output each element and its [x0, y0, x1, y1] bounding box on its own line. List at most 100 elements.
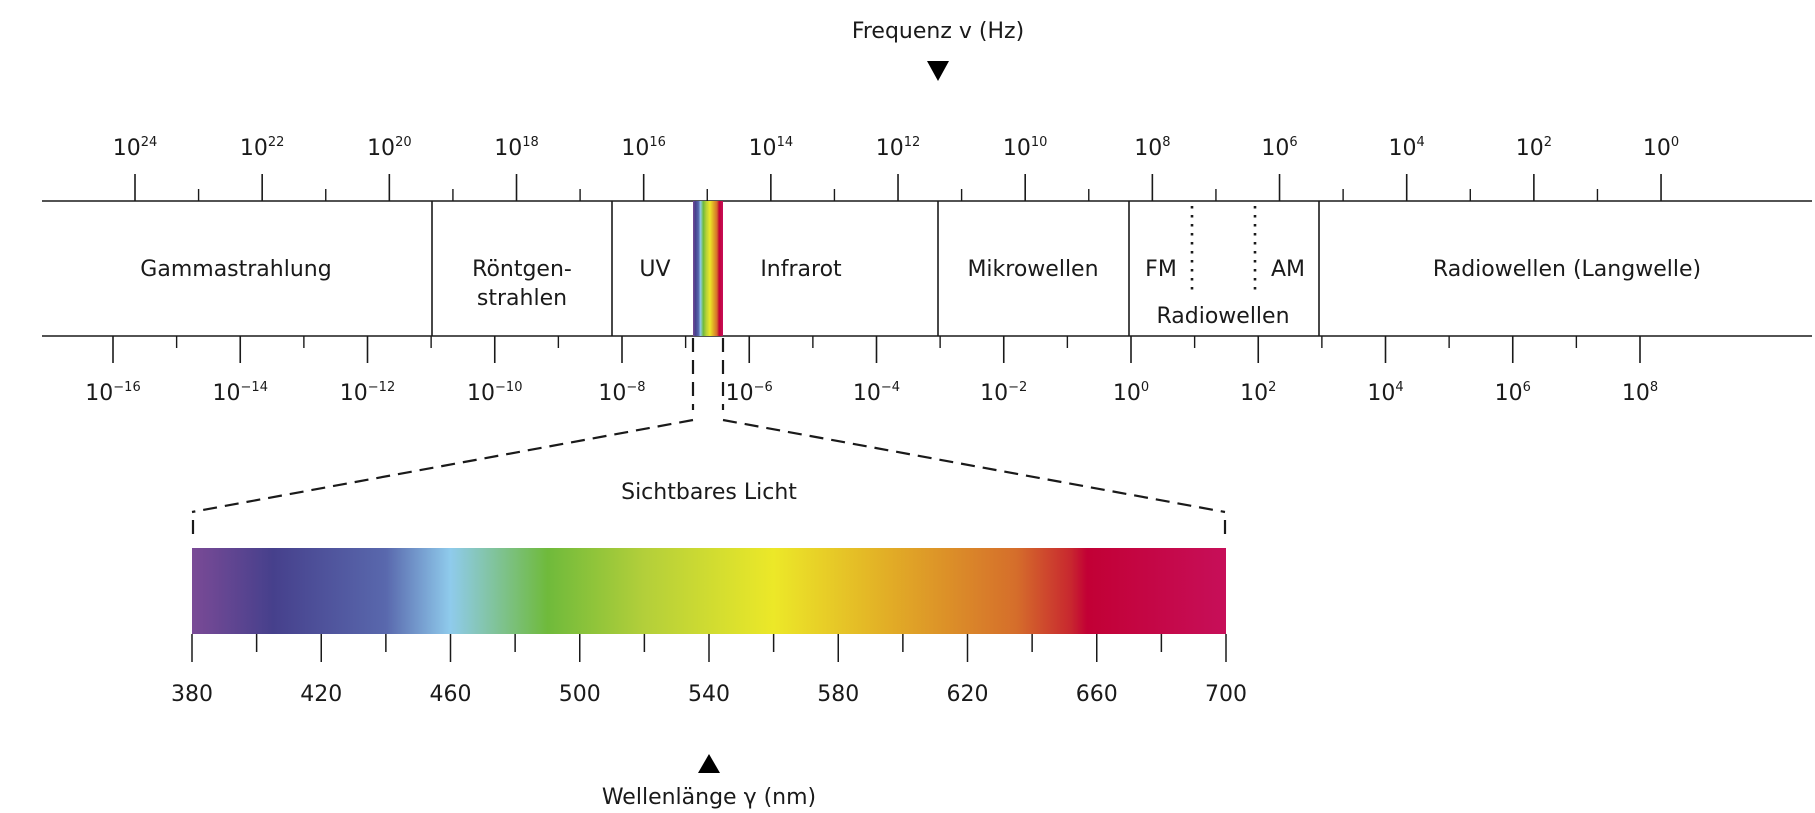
frequency-tick-label: 1016 — [621, 135, 666, 161]
wavelength-tick-label-base: 10 — [213, 381, 241, 406]
frequency-tick-label-exponent: 6 — [1289, 135, 1297, 150]
band-label-microwave: Mikrowellen — [967, 257, 1098, 282]
wavelength-axis-title: Wellenlänge γ (nm) — [602, 785, 816, 810]
visible-tick-label: 700 — [1205, 682, 1247, 707]
frequency-tick-label-base: 10 — [1134, 136, 1162, 161]
wavelength-arrow-icon — [698, 754, 720, 773]
frequency-tick-label-exponent: 14 — [777, 135, 794, 150]
visible-tick-label: 620 — [947, 682, 989, 707]
wavelength-tick-label-exponent: 6 — [1523, 380, 1531, 395]
frequency-tick-label-base: 10 — [494, 136, 522, 161]
wavelength-tick-label: 10−2 — [980, 380, 1027, 406]
visible-spectrum-bar — [192, 548, 1226, 634]
frequency-tick-label: 100 — [1643, 135, 1679, 161]
wavelength-tick-label-base: 10 — [598, 381, 626, 406]
frequency-tick-label: 106 — [1261, 135, 1297, 161]
frequency-tick-label-exponent: 16 — [649, 135, 666, 150]
wavelength-tick-label: 10−8 — [598, 380, 645, 406]
frequency-arrow-icon — [927, 61, 949, 81]
wavelength-tick-label: 100 — [1113, 380, 1149, 406]
wavelength-tick-label-base: 10 — [726, 381, 754, 406]
visible-tick-label: 580 — [817, 682, 859, 707]
frequency-tick-label-exponent: 20 — [395, 135, 412, 150]
wavelength-tick-label-exponent: −2 — [1008, 380, 1027, 395]
zoom-right-diagonal — [722, 418, 1226, 514]
frequency-tick-label-exponent: 8 — [1162, 135, 1170, 150]
band-label-infrared: Infrarot — [760, 257, 842, 282]
wavelength-tick-label-exponent: −16 — [113, 380, 140, 395]
band-box — [42, 200, 1812, 337]
wavelength-tick-label-exponent: 8 — [1650, 380, 1658, 395]
frequency-tick-label-exponent: 22 — [268, 135, 285, 150]
visible-tick-labels: 380 420 460 500 540 580 620 660 700 — [171, 682, 1247, 707]
frequency-tick-label-base: 10 — [621, 136, 649, 161]
frequency-tick-label: 1024 — [113, 135, 158, 161]
wavelength-tick-label: 106 — [1495, 380, 1531, 406]
frequency-tick-labels: 1024 1022 1020 1018 1016 1014 1012 1010 108 106 10… — [113, 135, 1679, 161]
wavelength-tick-label-exponent: −10 — [495, 380, 522, 395]
band-label-am: AM — [1271, 257, 1305, 282]
visible-tick-label: 500 — [559, 682, 601, 707]
wavelength-ticks — [112, 336, 1641, 363]
frequency-tick-label-base: 10 — [1643, 136, 1671, 161]
frequency-tick-label-exponent: 12 — [904, 135, 921, 150]
wavelength-tick-label: 104 — [1367, 380, 1403, 406]
zoom-left-diagonal — [191, 418, 694, 514]
wavelength-tick-label: 102 — [1240, 380, 1276, 406]
visible-tick-label: 540 — [688, 682, 730, 707]
wavelength-tick-label-exponent: 0 — [1141, 380, 1149, 395]
wavelength-tick-label-base: 10 — [1113, 381, 1141, 406]
band-label-radio: Radiowellen — [1156, 304, 1289, 329]
frequency-tick-label-base: 10 — [749, 136, 777, 161]
wavelength-tick-label-base: 10 — [1240, 381, 1268, 406]
band-label-xray-line2: strahlen — [477, 286, 567, 311]
wavelength-tick-label-exponent: 4 — [1395, 380, 1403, 395]
wavelength-tick-label-exponent: −4 — [881, 380, 900, 395]
frequency-tick-label-base: 10 — [1389, 136, 1417, 161]
wavelength-tick-label-exponent: −14 — [241, 380, 268, 395]
frequency-tick-label-base: 10 — [876, 136, 904, 161]
wavelength-tick-label-base: 10 — [85, 381, 113, 406]
band-label-uv: UV — [639, 257, 670, 282]
wavelength-tick-label-base: 10 — [1367, 381, 1395, 406]
frequency-tick-label: 1018 — [494, 135, 539, 161]
frequency-tick-label-exponent: 10 — [1031, 135, 1048, 150]
frequency-tick-label: 1014 — [749, 135, 794, 161]
frequency-tick-label: 1010 — [1003, 135, 1048, 161]
wavelength-tick-label-base: 10 — [467, 381, 495, 406]
frequency-tick-label: 1012 — [876, 135, 921, 161]
band-label-xray-line1: Röntgen- — [472, 257, 572, 282]
band-label-fm: FM — [1145, 257, 1177, 282]
wavelength-tick-label: 10−16 — [85, 380, 140, 406]
visible-strip-mini — [693, 201, 723, 336]
wavelength-tick-label: 10−10 — [467, 380, 522, 406]
frequency-tick-label-base: 10 — [113, 136, 141, 161]
frequency-tick-label-exponent: 0 — [1671, 135, 1679, 150]
frequency-tick-label-base: 10 — [1003, 136, 1031, 161]
wavelength-tick-label-exponent: −12 — [368, 380, 395, 395]
wavelength-tick-label-exponent: −6 — [754, 380, 773, 395]
visible-tick-label: 460 — [430, 682, 472, 707]
wavelength-tick-labels: 10−16 10−14 10−12 10−10 10−8 10−6 10−4 10−2 100 1… — [85, 380, 1658, 406]
wavelength-tick-label-base: 10 — [340, 381, 368, 406]
frequency-tick-label-exponent: 18 — [522, 135, 539, 150]
frequency-tick-label-base: 10 — [240, 136, 268, 161]
wavelength-tick-label-base: 10 — [1495, 381, 1523, 406]
frequency-tick-label: 1020 — [367, 135, 412, 161]
wavelength-tick-label-base: 10 — [853, 381, 881, 406]
band-label-gamma: Gammastrahlung — [140, 257, 331, 282]
frequency-tick-label: 108 — [1134, 135, 1170, 161]
visible-tick-label: 420 — [300, 682, 342, 707]
radio-dotted-dividers — [1190, 206, 1257, 290]
frequency-tick-label-base: 10 — [1261, 136, 1289, 161]
wavelength-tick-label: 108 — [1622, 380, 1658, 406]
wavelength-tick-label-base: 10 — [980, 381, 1008, 406]
band-label-longwave: Radiowellen (Langwelle) — [1433, 257, 1701, 282]
visible-light-label: Sichtbares Licht — [621, 480, 797, 505]
frequency-axis-title: Frequenz v (Hz) — [852, 19, 1024, 44]
frequency-tick-label-exponent: 2 — [1544, 135, 1552, 150]
wavelength-tick-label: 10−4 — [853, 380, 900, 406]
zoom-connector — [191, 338, 1227, 540]
wavelength-tick-label-exponent: 2 — [1268, 380, 1276, 395]
